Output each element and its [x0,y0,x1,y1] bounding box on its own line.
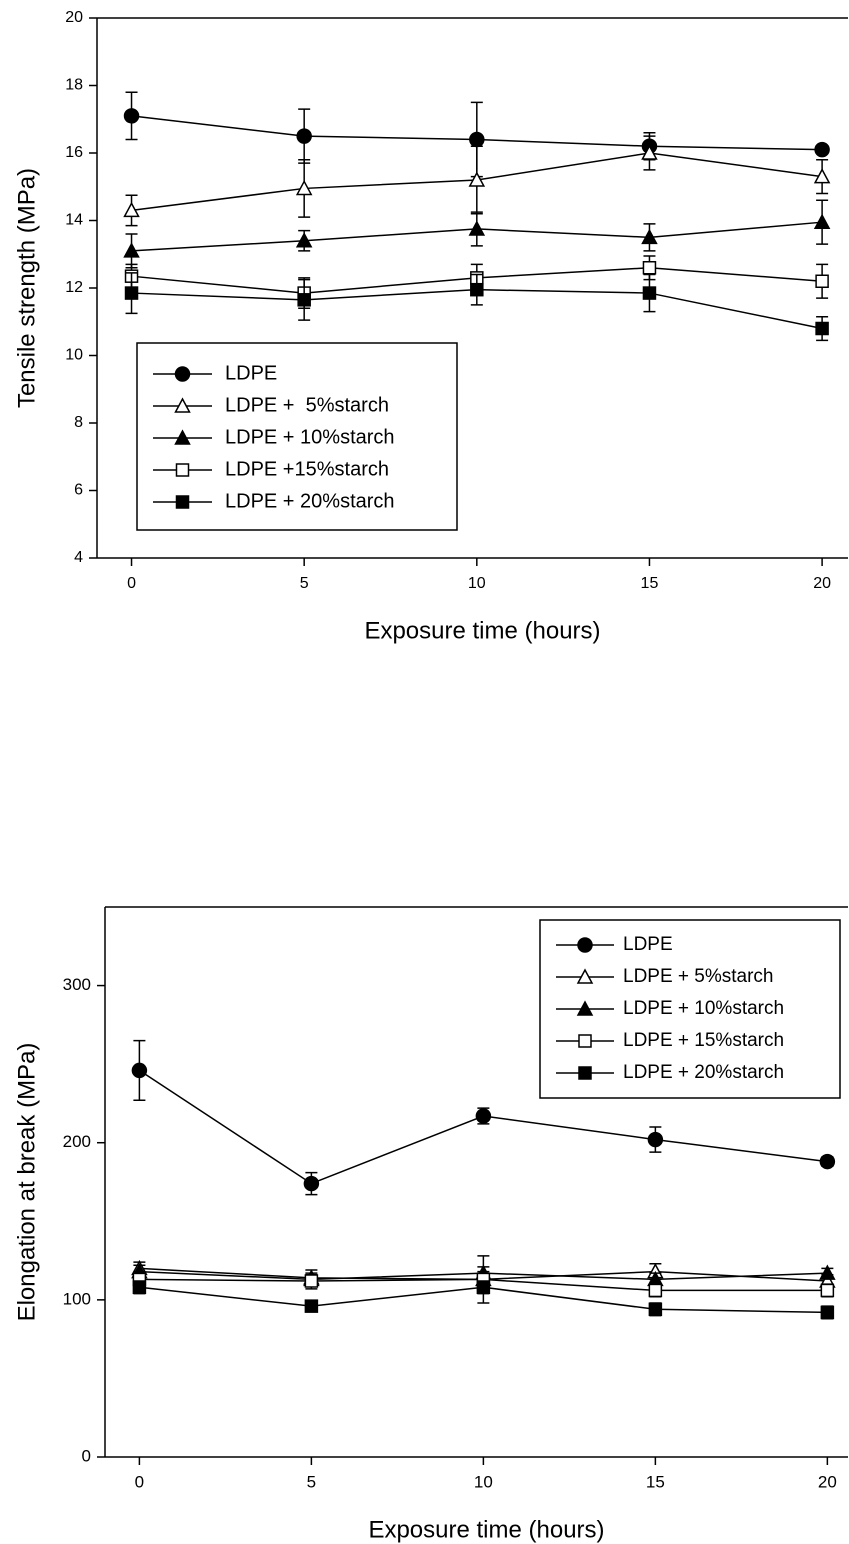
legend-marker [174,366,191,382]
legend-marker [174,429,191,445]
y-tick-label: 6 [74,482,83,499]
point [123,108,140,124]
legend-marker [576,1000,594,1016]
x-tick-label: 0 [127,575,136,592]
point [647,1131,664,1148]
x-tick-label: 5 [300,575,309,592]
x-tick-label: 10 [468,575,486,592]
point [124,286,139,300]
point [642,261,657,275]
legend-label: LDPE + 5%starch [225,394,389,416]
y-tick-label: 12 [65,279,83,296]
point [468,171,486,187]
point [132,1280,147,1295]
x-tick-label: 0 [135,1472,144,1491]
y-tick-label: 100 [63,1289,91,1308]
legend-label: LDPE + 10%starch [623,998,784,1019]
x-tick-label: 15 [646,1472,665,1491]
x-tick-label: 20 [813,575,831,592]
point [131,1062,148,1079]
legend-marker [175,463,190,477]
y-tick-label: 20 [65,9,83,26]
y-tick-label: 8 [74,414,83,431]
point [819,1153,836,1170]
legend-label: LDPE + 20%starch [623,1062,784,1083]
point [296,128,312,144]
legend-label: LDPE [623,934,673,955]
point [648,1283,663,1298]
point [123,242,140,258]
x-tick-label: 15 [641,575,659,592]
point [815,274,829,288]
legend-marker [174,397,191,413]
y-tick-label: 10 [65,347,83,364]
point [475,1108,492,1124]
legend-label: LDPE + 15%starch [623,1030,784,1051]
x-axis-label: Exposure time (hours) [368,1516,604,1543]
point [642,286,657,300]
point [123,201,140,218]
y-tick-label: 4 [74,549,83,566]
legend-marker [576,968,594,984]
point [469,131,485,148]
point [297,293,311,307]
x-axis-label: Exposure time (hours) [364,617,600,644]
y-tick-label: 16 [65,144,83,161]
point [641,228,658,245]
legend-marker [175,495,190,509]
legend-marker [578,1066,592,1080]
y-tick-label: 200 [63,1132,91,1151]
legend-label: LDPE + 5%starch [623,966,774,987]
legend-label: LDPE + 20%starch [225,490,395,512]
x-tick-label: 10 [474,1472,493,1491]
y-axis-label: Elongation at break (MPa) [13,1043,40,1322]
point [476,1280,491,1295]
y-tick-label: 300 [63,975,91,994]
x-tick-label: 5 [307,1472,316,1491]
point [295,232,313,248]
y-tick-label: 0 [82,1446,91,1465]
point [304,1274,319,1288]
legend-marker [578,1034,592,1048]
point [304,1299,319,1313]
point [815,321,829,336]
legend-label: LDPE + 10%starch [225,426,395,448]
y-axis-label: Tensile strength (MPa) [13,168,40,408]
point [813,213,831,229]
point [813,168,831,184]
point [814,141,830,158]
legend-label: LDPE [225,362,277,384]
point [295,179,313,196]
legend-marker [577,937,593,953]
point [641,144,658,160]
point [303,1175,320,1192]
point [819,1264,836,1280]
y-tick-label: 18 [65,77,83,94]
point [468,220,486,236]
x-tick-label: 20 [818,1472,837,1491]
point [820,1305,835,1320]
legend-label: LDPE +15%starch [225,458,389,480]
point [648,1302,663,1317]
y-tick-label: 14 [65,212,83,229]
point [470,282,484,297]
point [820,1283,835,1298]
